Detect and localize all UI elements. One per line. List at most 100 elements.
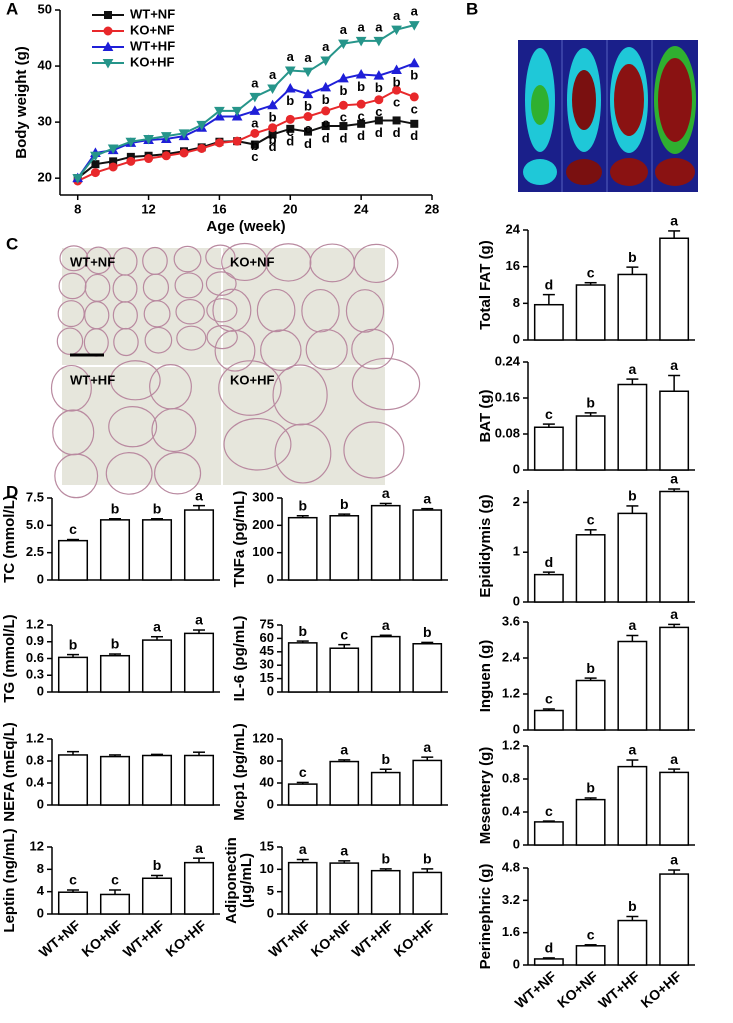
y-tick-label: 0 [513, 593, 520, 608]
significance-letter: d [339, 130, 347, 145]
point [90, 151, 101, 162]
cell [223, 417, 292, 471]
point [373, 70, 385, 80]
cell [206, 324, 238, 350]
point [284, 82, 296, 93]
significance-letter: d [304, 136, 312, 151]
significance-letter: a [670, 606, 678, 622]
significance-letter: b [628, 898, 637, 914]
y-tick-label: 20 [38, 170, 52, 185]
y-axis-title: Perinephric (g) [477, 864, 494, 970]
point [373, 36, 385, 47]
y-axis-title: IL-6 (pg/mL) [231, 616, 248, 702]
point [408, 21, 420, 31]
point [320, 81, 332, 92]
micrograph-label: WT+HF [70, 372, 115, 387]
point [249, 105, 261, 115]
cell [59, 245, 89, 272]
cell [221, 242, 268, 282]
y-axis-title: (μg/mL) [238, 853, 255, 908]
y-axis-title: Inguen (g) [477, 640, 494, 712]
y-tick-label: 2.4 [502, 649, 521, 664]
y-tick-label: 0 [37, 905, 44, 920]
significance-letter: b [586, 660, 595, 676]
bar [412, 643, 443, 693]
point [321, 122, 330, 131]
point [107, 144, 119, 154]
y-tick-label: 0 [267, 796, 274, 811]
x-tick-label: KO+NF [308, 917, 355, 960]
y-tick-label: 12 [30, 838, 44, 853]
y-tick-label: 16 [506, 258, 520, 273]
cell [175, 298, 205, 325]
y-tick-label: 4.8 [502, 859, 520, 874]
point [374, 116, 383, 125]
y-tick-label: 0 [37, 571, 44, 586]
bar [617, 640, 648, 731]
y-tick-label: 8 [37, 861, 44, 876]
cell [56, 327, 84, 355]
significance-letter: b [340, 496, 349, 512]
point [391, 25, 402, 36]
significance-letter: a [423, 739, 431, 755]
bar [533, 821, 564, 846]
point [410, 119, 419, 128]
bar [533, 709, 564, 731]
bar [287, 516, 318, 581]
bar [617, 273, 648, 341]
y-axis-title: NEFA (mEq/L) [1, 722, 18, 821]
point [249, 92, 261, 103]
significance-letter: a [358, 19, 366, 34]
y-axis-title: Adiponectin [223, 837, 240, 924]
bar [659, 490, 690, 603]
significance-letter: c [411, 101, 418, 116]
bar [533, 303, 564, 341]
y-tick-label: 50 [38, 1, 52, 16]
y-axis-title: TG (mmol/L) [1, 614, 18, 702]
bar [659, 771, 690, 846]
bar [575, 945, 606, 966]
cell [108, 405, 158, 448]
y-tick-label: 0.8 [502, 770, 520, 785]
y-axis-title: Total FAT (g) [477, 240, 494, 329]
significance-letter: a [340, 742, 348, 758]
bar [617, 383, 648, 471]
bar [57, 891, 89, 915]
bar [370, 504, 401, 581]
cell [305, 329, 348, 371]
legend-label: WT+HF [130, 38, 175, 53]
significance-letter: a [251, 75, 259, 90]
significance-letter: b [393, 74, 401, 89]
bar [141, 754, 173, 806]
y-tick-label: 0.9 [26, 633, 44, 648]
point [91, 160, 100, 169]
y-tick-label: 1.2 [26, 616, 44, 631]
point [197, 143, 207, 153]
significance-letter: a [322, 39, 330, 54]
significance-letter: b [251, 138, 259, 153]
significance-letter: a [670, 471, 678, 487]
x-tick-label: 12 [141, 201, 155, 216]
significance-letter: a [423, 490, 431, 506]
significance-letter: b [153, 500, 162, 516]
point [339, 122, 348, 131]
point [357, 119, 366, 128]
significance-letter: b [304, 99, 312, 114]
significance-letter: a [411, 4, 419, 19]
micrograph-label: KO+HF [230, 372, 274, 387]
significance-letter: b [298, 497, 307, 513]
cell [173, 245, 202, 273]
point [374, 95, 384, 105]
point [304, 127, 312, 136]
scan-image [518, 40, 698, 192]
significance-letter: c [322, 115, 329, 130]
panel-label: B [466, 0, 478, 18]
bar [575, 534, 606, 603]
significance-letter: a [299, 841, 307, 857]
point [161, 151, 171, 161]
cell [353, 243, 399, 284]
bar [99, 755, 131, 806]
y-tick-label: 0.4 [502, 803, 521, 818]
significance-letter: c [69, 521, 77, 537]
y-tick-label: 120 [252, 730, 274, 745]
